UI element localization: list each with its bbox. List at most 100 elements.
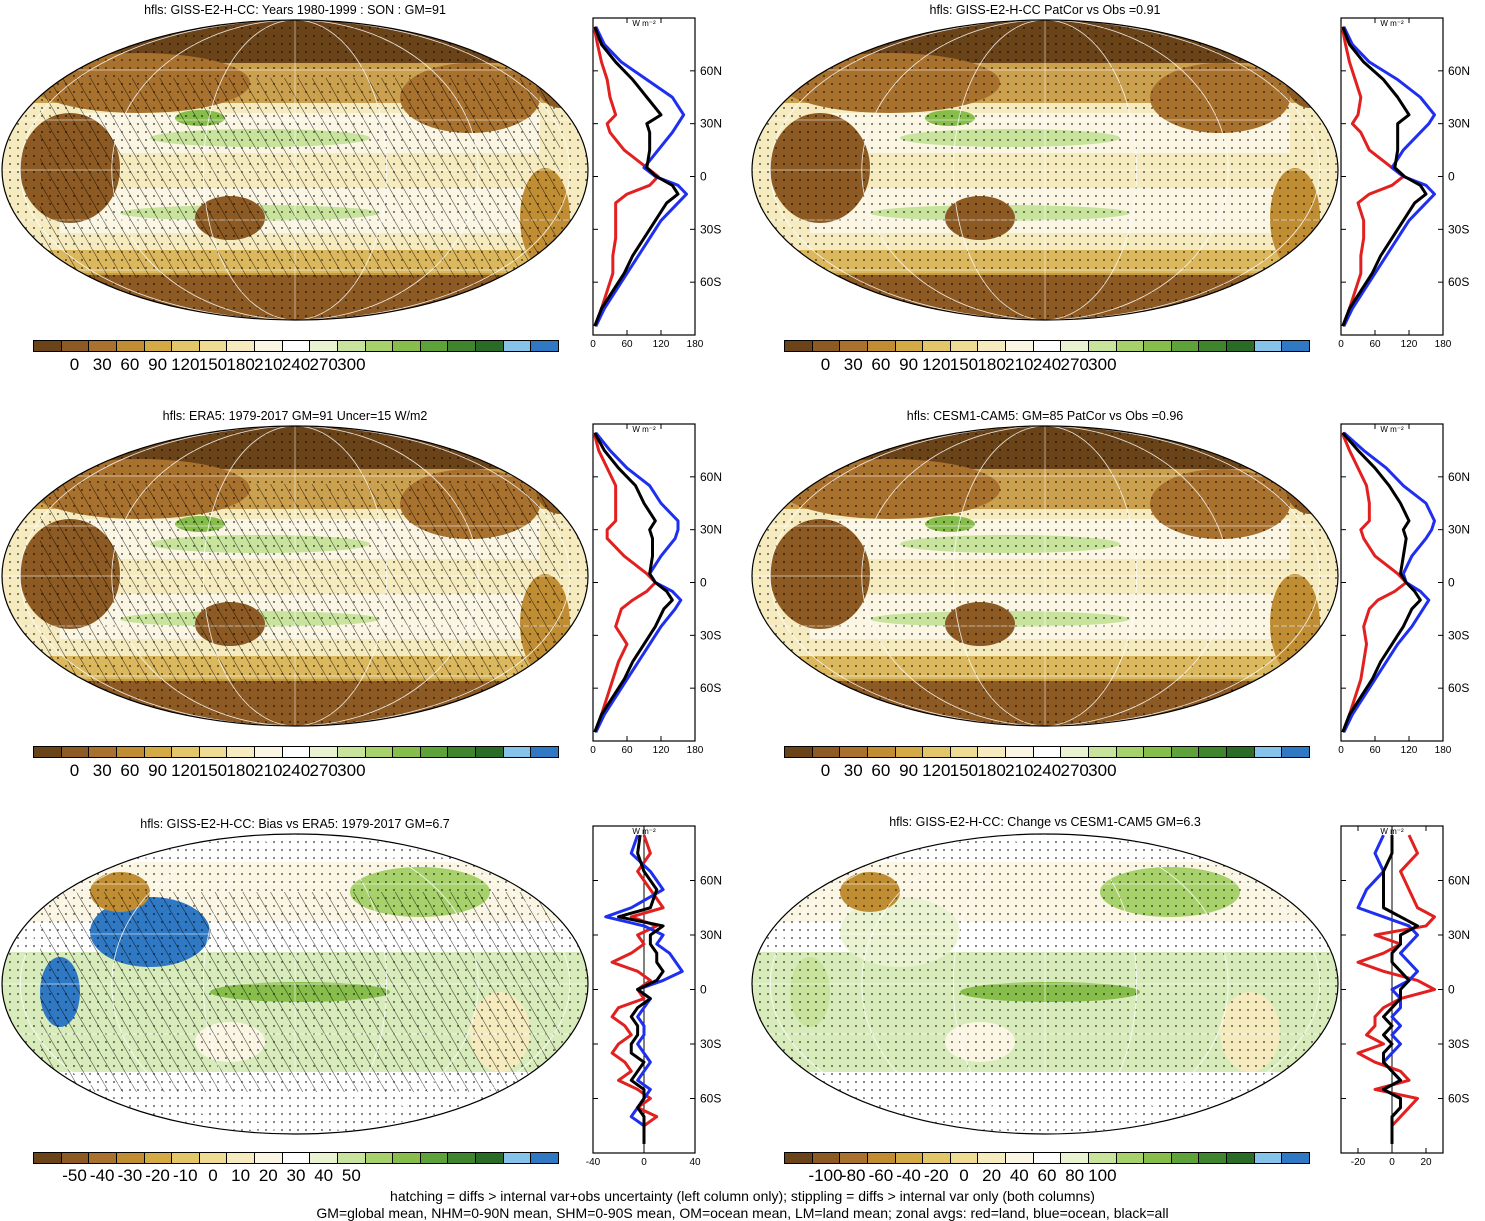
colorbar-swatch — [1171, 747, 1200, 757]
zonal-mean-plot: 60N 30N 0 30S 60S 0 60 120 180 W m⁻² — [590, 423, 722, 756]
colorbar-tick-label: 90 — [148, 355, 168, 374]
zonal-series-land — [1356, 834, 1436, 1144]
colorbar-swatch — [144, 747, 173, 757]
colorbar-tick-label: 100 — [1088, 1166, 1117, 1185]
colorbar-swatch — [476, 1153, 504, 1163]
colorbar-swatch — [199, 747, 228, 757]
colorbar-tick-label: 120 — [922, 355, 951, 374]
map-plot — [751, 425, 1339, 727]
colorbar-swatch — [448, 341, 476, 351]
colorbar-swatch — [282, 1153, 311, 1163]
latitude-tick-label: 30S — [700, 628, 721, 642]
colorbar-swatch — [365, 747, 394, 757]
colorbar-swatch — [1227, 341, 1255, 351]
map-outline — [1, 425, 589, 727]
colorbar-swatch — [1088, 341, 1117, 351]
colorbar-tick-label: 30 — [92, 355, 112, 374]
colorbar-swatch — [1282, 1153, 1309, 1163]
colorbar-swatch — [531, 1153, 558, 1163]
colorbar-tick-label: -20 — [923, 1166, 949, 1185]
colorbar-tick-label: 80 — [1065, 1166, 1085, 1185]
colorbar-tick-label: 300 — [1088, 355, 1117, 374]
colorbar-tick-label: 40 — [314, 1166, 334, 1185]
colorbar-swatch — [1033, 341, 1062, 351]
hatching — [40, 484, 560, 684]
colorbar-swatch — [785, 1153, 813, 1163]
colorbar-swatch — [310, 747, 338, 757]
zonal-x-tick-label: 120 — [653, 339, 670, 350]
colorbar-tick-label: 150 — [198, 761, 228, 780]
colorbar-tick-label: 240 — [281, 761, 311, 780]
colorbar-tick-label: 240 — [1032, 761, 1062, 780]
colorbar-swatch — [227, 747, 255, 757]
colorbar-tick-label: 60 — [871, 761, 891, 780]
colorbar-swatch — [1006, 341, 1034, 351]
latitude-tick-label: 30N — [700, 928, 722, 942]
map-title: hfls: ERA5: 1979-2017 GM=91 Uncer=15 W/m… — [162, 409, 428, 423]
colorbar-swatch — [1227, 1153, 1255, 1163]
colorbar-swatch — [89, 747, 117, 757]
latitude-tick-label: 0 — [700, 576, 707, 590]
colorbar-tick-label: 0 — [820, 761, 831, 780]
latitude-tick-label: 30N — [700, 523, 722, 537]
latitude-tick-label: 60S — [700, 1092, 721, 1106]
colorbar-tick-label: 20 — [982, 1166, 1002, 1185]
zonal-x-tick-label: 180 — [1435, 339, 1452, 350]
colorbar-swatch — [310, 341, 338, 351]
latitude-tick-label: 60N — [700, 64, 722, 78]
map-title: hfls: GISS-E2-H-CC PatCor vs Obs =0.91 — [929, 3, 1161, 17]
zonal-series-all — [1341, 431, 1422, 733]
colorbar-swatch — [365, 1153, 394, 1163]
colorbar-tick-label: 150 — [949, 355, 979, 374]
zonal-x-tick-label: 0 — [590, 339, 596, 350]
colorbar-tick-label: -100 — [808, 1166, 843, 1185]
colorbar-swatch — [1061, 341, 1089, 351]
colorbar-tick-label: 180 — [226, 355, 255, 374]
colorbar-swatch — [1171, 341, 1200, 351]
colorbar-tick-label: 0 — [69, 355, 80, 374]
colorbar-swatch — [34, 747, 62, 757]
colorbar-tick-label: 90 — [148, 761, 168, 780]
zonal-series-ocean — [604, 834, 684, 1144]
colorbar-swatch — [950, 341, 979, 351]
colorbar-swatch — [1006, 747, 1034, 757]
colorbar-swatch — [1254, 341, 1283, 351]
colorbar-swatch — [1061, 747, 1089, 757]
colorbar-tick-label: 120 — [171, 355, 200, 374]
colorbar-tick-label: -80 — [840, 1166, 866, 1185]
zonal-mean-plot: 60N 30N 0 30S 60S 0 60 120 180 W m⁻² — [1338, 423, 1470, 756]
latitude-tick-label: 0 — [1448, 983, 1455, 997]
colorbar — [33, 1152, 559, 1164]
colorbar-swatch — [255, 747, 283, 757]
zonal-x-tick-label: 180 — [687, 745, 704, 756]
colorbar-swatch — [840, 341, 868, 351]
colorbar-tick-label: 210 — [254, 761, 283, 780]
colorbar-swatch — [282, 341, 311, 351]
colorbar-swatch — [503, 341, 532, 351]
colorbar-swatch — [1061, 1153, 1089, 1163]
latitude-tick-label: 60S — [1448, 681, 1469, 695]
map-title: hfls: GISS-E2-H-CC: Years 1980-1999 : SO… — [144, 3, 446, 17]
colorbar-swatch — [895, 341, 924, 351]
colorbar-swatch — [1116, 1153, 1145, 1163]
zonal-unit-label: W m⁻² — [1380, 19, 1404, 28]
latitude-tick-label: 60S — [1448, 1092, 1469, 1106]
colorbar-swatch — [116, 341, 145, 351]
zonal-series-all — [1341, 26, 1428, 327]
colorbar-tick-label: 0 — [820, 355, 831, 374]
colorbar — [784, 746, 1310, 758]
colorbar-swatch — [1088, 1153, 1117, 1163]
zonal-series-all — [593, 432, 674, 733]
colorbar-swatch — [1254, 747, 1283, 757]
colorbar-swatch — [1144, 747, 1172, 757]
footnote-line-1: hatching = diffs > internal var+obs unce… — [390, 1188, 1095, 1204]
colorbar-tick-label: 60 — [120, 355, 140, 374]
colorbar-swatch — [89, 341, 117, 351]
colorbar-swatch — [531, 341, 558, 351]
colorbar-swatch — [476, 341, 504, 351]
colorbar-swatch — [923, 1153, 951, 1163]
colorbar-swatch — [420, 1153, 449, 1163]
colorbar-swatch — [1116, 341, 1145, 351]
colorbar-swatch — [895, 747, 924, 757]
map-outline — [751, 425, 1339, 727]
